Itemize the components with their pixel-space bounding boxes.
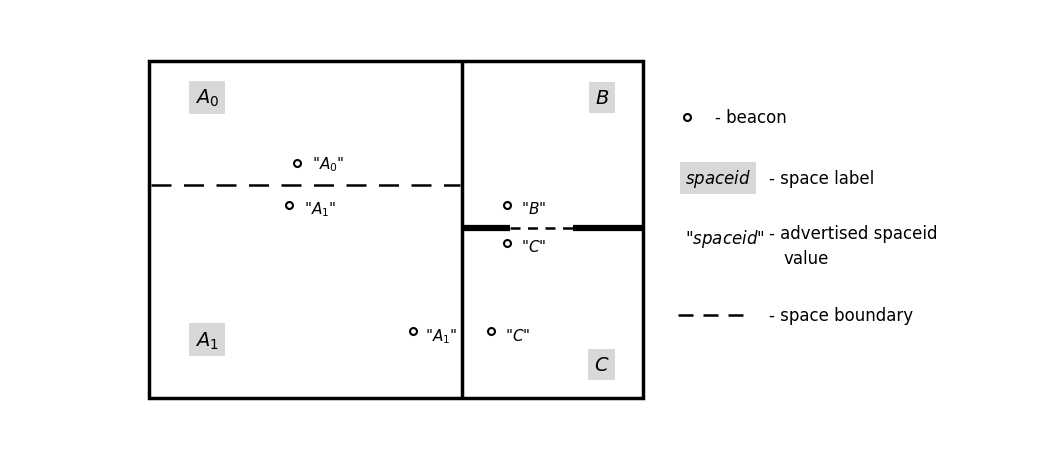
- Text: $C$: $C$: [594, 355, 610, 374]
- Text: - space boundary: - space boundary: [769, 307, 913, 324]
- Text: "$\mathit{spaceid}$": "$\mathit{spaceid}$": [685, 228, 765, 249]
- Text: $A_0$: $A_0$: [194, 88, 219, 109]
- Text: - space label: - space label: [769, 170, 874, 188]
- Text: - advertised spaceid: - advertised spaceid: [769, 225, 938, 243]
- Text: "$A_0$": "$A_0$": [312, 155, 344, 173]
- Text: - beacon: - beacon: [715, 109, 786, 126]
- Text: $\mathit{spaceid}$: $\mathit{spaceid}$: [685, 168, 751, 190]
- Text: "$A_1$": "$A_1$": [425, 326, 457, 345]
- Text: "$C$": "$C$": [504, 328, 530, 344]
- FancyBboxPatch shape: [149, 61, 644, 398]
- Text: value: value: [784, 249, 829, 268]
- Text: "$B$": "$B$": [521, 200, 546, 216]
- Text: "$C$": "$C$": [521, 238, 547, 255]
- Text: $A_1$: $A_1$: [195, 329, 219, 351]
- Text: $B$: $B$: [595, 89, 609, 108]
- Text: "$A_1$": "$A_1$": [304, 200, 337, 219]
